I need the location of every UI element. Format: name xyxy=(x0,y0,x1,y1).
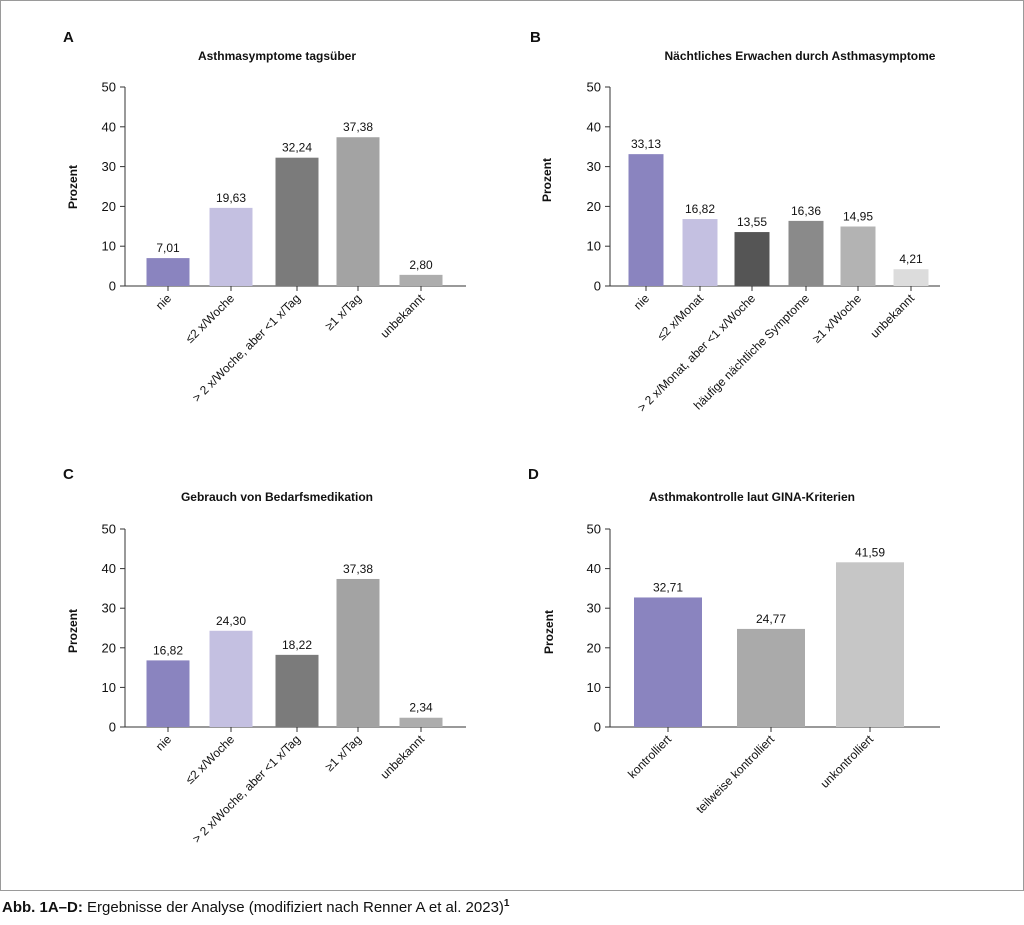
panel-d-y-tick-label: 0 xyxy=(594,720,601,735)
panel-d-category-label: kontrolliert xyxy=(625,732,675,782)
panel-b-title: Nächtliches Erwachen durch Asthmasymptom… xyxy=(665,49,936,63)
panel-d-title: Asthmakontrolle laut GINA-Kriterien xyxy=(649,490,855,504)
panel-a-category-label: nie xyxy=(153,291,174,312)
panel-a-value-label: 7,01 xyxy=(156,241,180,255)
panel-c-bar xyxy=(275,654,319,727)
panel-d-y-tick-label: 50 xyxy=(587,522,601,537)
panel-b-category-label: ≥1 x/Woche xyxy=(810,291,865,346)
panel-a-category-label: unbekannt xyxy=(378,291,428,341)
panel-c-y-tick-label: 0 xyxy=(109,720,116,735)
panel-b-value-label: 13,55 xyxy=(737,215,767,229)
panel-b-category-label: nie xyxy=(631,291,652,312)
panel-d-category-label: unkontrolliert xyxy=(818,732,877,791)
panel-a-y-tick-label: 50 xyxy=(102,80,116,95)
panel-b-value-label: 33,13 xyxy=(631,137,661,151)
caption-reference: 1 xyxy=(503,898,510,909)
panel-b-value-label: 14,95 xyxy=(843,209,873,223)
caption-label: Abb. 1A–D: xyxy=(2,899,83,916)
panel-b-bar xyxy=(734,232,770,286)
panel-c-category-label: ≥1 x/Tag xyxy=(322,732,364,774)
panel-b-y-tick-label: 30 xyxy=(587,159,601,174)
panel-a-value-label: 37,38 xyxy=(343,120,373,134)
panel-c-category-label: ≤2 x/Woche xyxy=(183,732,238,787)
panel-b-ylabel: Prozent xyxy=(540,158,554,202)
panel-c-category-label: > 2 x/Woche, aber <1 x/Tag xyxy=(190,732,304,846)
panel-a-y-tick-label: 0 xyxy=(109,279,116,294)
panel-d-letter: D xyxy=(528,466,539,483)
panel-b-value-label: 16,36 xyxy=(791,204,821,218)
panel-a-y-tick-label: 30 xyxy=(102,159,116,174)
panel-b-bar xyxy=(840,226,876,286)
panel-d-bar xyxy=(634,597,702,727)
panel-a-category-label: > 2 x/Woche, aber <1 x/Tag xyxy=(190,291,304,405)
charts-canvas: A Asthmasymptome tagsüber Prozent 0 10 20 30 40… xyxy=(63,29,940,846)
panel-a-bar xyxy=(275,157,319,286)
panel-c-letter: C xyxy=(63,466,74,483)
panel-b-value-label: 16,82 xyxy=(685,202,715,216)
panel-a-ylabel: Prozent xyxy=(66,165,80,209)
panel-c-y-tick-label: 20 xyxy=(102,640,116,655)
panel-b-bar xyxy=(788,220,824,286)
panel-d-bar xyxy=(737,628,805,727)
panel-b-y-tick-label: 50 xyxy=(587,80,601,95)
panel-c-y-tick-label: 40 xyxy=(102,561,116,576)
panel-d-y-tick-label: 20 xyxy=(587,640,601,655)
panel-d-y-tick-label: 40 xyxy=(587,561,601,576)
panel-a-category-label: ≥1 x/Tag xyxy=(322,291,364,333)
panel-c-y-tick-label: 50 xyxy=(102,522,116,537)
panel-a-bar xyxy=(399,274,443,286)
panel-d-category-label: teilweise kontrolliert xyxy=(693,732,777,816)
panel-d-y-tick-label: 10 xyxy=(587,680,601,695)
panel-c-value-label: 37,38 xyxy=(343,562,373,576)
panel-a-bar xyxy=(146,258,190,286)
panel-b-category-label: häufige nächtliche Symptome xyxy=(691,291,812,412)
panel-c-bar xyxy=(209,630,253,727)
panel-b-bar xyxy=(628,154,664,286)
panel-c-bar xyxy=(146,660,190,727)
figure-frame xyxy=(0,0,1024,891)
panel-d-value-label: 41,59 xyxy=(855,545,885,559)
panel-a-letter: A xyxy=(63,29,74,46)
panel-a-y-tick-label: 10 xyxy=(102,239,116,254)
panel-d-bar xyxy=(836,562,904,727)
panel-a-value-label: 19,63 xyxy=(216,191,246,205)
panel-c-value-label: 24,30 xyxy=(216,614,246,628)
panel-c-value-label: 2,34 xyxy=(409,701,433,715)
panel-b-bar xyxy=(893,269,929,286)
panel-d-value-label: 32,71 xyxy=(653,580,683,594)
panel-b-y-tick-label: 40 xyxy=(587,119,601,134)
panel-c-category-label: nie xyxy=(153,732,174,753)
panel-b-y-tick-label: 0 xyxy=(594,279,601,294)
panel-b-category-label: unbekannt xyxy=(868,291,918,341)
panel-a-title: Asthmasymptome tagsüber xyxy=(198,49,356,63)
figure-caption: Abb. 1A–D: Ergebnisse der Analyse (modif… xyxy=(2,898,509,916)
panel-c-value-label: 18,22 xyxy=(282,638,312,652)
panel-a-bar xyxy=(336,137,380,286)
panel-c-value-label: 16,82 xyxy=(153,643,183,657)
panel-a-category-label: ≤2 x/Woche xyxy=(183,291,238,346)
panel-d-y-tick-label: 30 xyxy=(587,601,601,616)
panel-d-value-label: 24,77 xyxy=(756,612,786,626)
panel-a-y-tick-label: 40 xyxy=(102,119,116,134)
panel-c-bar xyxy=(399,717,443,727)
panel-a-y-tick-label: 20 xyxy=(102,199,116,214)
caption-text: Ergebnisse der Analyse (modifiziert nach… xyxy=(82,899,504,916)
panel-c-ylabel: Prozent xyxy=(66,609,80,653)
panel-a-value-label: 2,80 xyxy=(409,258,433,272)
panel-b-y-tick-label: 20 xyxy=(587,199,601,214)
panel-b-category-label: ≤2 x/Monat xyxy=(654,291,706,343)
panel-c-bar xyxy=(336,578,380,727)
panel-c-y-tick-label: 30 xyxy=(102,601,116,616)
panel-c-y-tick-label: 10 xyxy=(102,680,116,695)
panel-c-category-label: unbekannt xyxy=(378,732,428,782)
panel-b-letter: B xyxy=(530,29,541,46)
panel-a-value-label: 32,24 xyxy=(282,141,312,155)
panel-b-y-tick-label: 10 xyxy=(587,239,601,254)
panel-a-bar xyxy=(209,207,253,286)
panel-b-bar xyxy=(682,219,718,286)
panel-d-ylabel: Prozent xyxy=(542,610,556,654)
panel-c-title: Gebrauch von Bedarfsmedikation xyxy=(181,490,373,504)
panel-b-value-label: 4,21 xyxy=(899,252,923,266)
